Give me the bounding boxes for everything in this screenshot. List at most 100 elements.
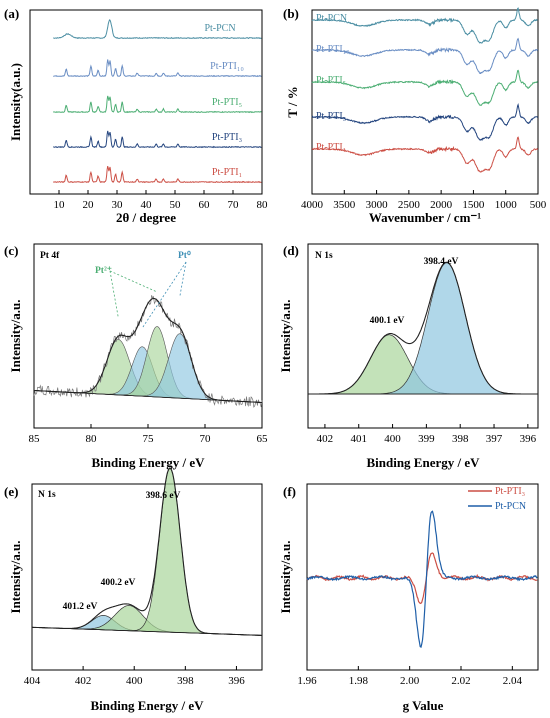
y-axis-label: T / % (285, 86, 300, 118)
tick-label: 397 (486, 433, 503, 445)
x-ticks: 10 20 30 40 50 60 70 80 (54, 190, 269, 211)
y-axis-label: Intensity/a.u. (278, 541, 293, 614)
annotation-pt0: Pt⁰ (178, 250, 191, 261)
tick-label: 2500 (398, 199, 421, 211)
tick-label: 70 (228, 199, 240, 211)
series-label: Pt-PTI₁ (316, 142, 346, 153)
panel-label: (e) (4, 484, 18, 499)
epr-curves (306, 510, 538, 649)
annotation-line (141, 261, 187, 329)
plot-frame (311, 9, 539, 195)
x-axis-label: 2θ / degree (116, 210, 176, 225)
legend-label: Pt-PCN (495, 501, 526, 512)
tick-label: 400 (384, 433, 401, 445)
ftir-curves (311, 7, 539, 173)
tick-label: 500 (530, 199, 547, 211)
baseline (33, 390, 263, 403)
component-peak (308, 262, 538, 395)
annotation-line (179, 261, 187, 297)
tick-label: 60 (199, 199, 211, 211)
y-axis-label: Intensity/a.u. (278, 300, 293, 373)
annotation-line (109, 270, 119, 319)
series-line (53, 59, 262, 78)
x-axis-label: Binding Energy / eV (91, 455, 205, 470)
peak-label: 398.6 eV (146, 491, 181, 501)
panel-c: (c) Pt 4f Pt²⁺ Pt⁰ 85 80 75 70 65 Binding En… (4, 243, 268, 470)
tick-label: 2.00 (400, 675, 420, 687)
xps-fit (308, 261, 538, 395)
series-line (311, 7, 538, 44)
panel-label: (f) (283, 484, 296, 499)
xps-fit (33, 295, 263, 408)
panel-d: (d) N 1s 400.1 eV 398.4 eV 402 401 400 399 3… (278, 243, 539, 470)
x-ticks: 402 401 400 399 398 397 396 (317, 424, 537, 445)
series-label: Pt-PTI₃ (212, 132, 242, 143)
tick-label: 396 (228, 675, 245, 687)
tick-label: 396 (520, 433, 537, 445)
tick-label: 85 (29, 433, 41, 445)
tick-label: 401 (350, 433, 367, 445)
tick-label: 1500 (462, 199, 485, 211)
series-label: Pt-PTI₅ (212, 97, 242, 108)
panel-f: (f) Pt-PTI₃ Pt-PCN 1.96 1.98 2.00 2.02 2.04 … (278, 483, 539, 713)
series-label: Pt-PTI₃ (316, 111, 346, 122)
series-line (52, 165, 262, 184)
tick-label: 402 (317, 433, 334, 445)
tick-label: 402 (75, 675, 92, 687)
panel-b: (b) Pt-PCN Pt-PTI₁₀ Pt-PTI₅ Pt-PTI₃ Pt-P… (283, 6, 547, 225)
panel-a: (a) Pt-PCN Pt-PTI₁₀ Pt-PTI₅ Pt-PTI₃ Pt-P… (4, 6, 268, 225)
annotation-pt2: Pt²⁺ (95, 266, 112, 276)
series-line (52, 95, 262, 114)
tick-label: 10 (54, 199, 66, 211)
series-line (311, 69, 538, 106)
y-axis-label: Intensity/a.u. (8, 300, 23, 373)
tick-label: 1000 (495, 199, 518, 211)
x-axis-label: Binding Energy / eV (90, 698, 204, 713)
x-axis-label: g Value (403, 698, 444, 713)
tick-label: 70 (200, 433, 212, 445)
tick-label: 3500 (333, 199, 356, 211)
series-label: Pt-PCN (316, 13, 347, 24)
x-ticks: 4000 3500 3000 2500 2000 1500 1000 500 (301, 190, 547, 211)
region-label: N 1s (315, 251, 333, 261)
tick-label: 2.02 (451, 675, 470, 687)
series-label: Pt-PCN (204, 23, 235, 34)
panel-e: (e) N 1s 401.2 eV 400.2 eV 398.6 eV 404 4… (4, 467, 263, 713)
legend-label: Pt-PTI₃ (495, 486, 525, 497)
x-axis-label: Wavenumber / cm⁻¹ (369, 210, 481, 225)
panel-label: (c) (4, 243, 18, 258)
series-label: Pt-PTI₁ (212, 167, 242, 178)
series-line (306, 510, 538, 649)
tick-label: 80 (86, 433, 98, 445)
tick-label: 4000 (301, 199, 324, 211)
x-ticks: 1.96 1.98 2.00 2.02 2.04 (297, 666, 522, 687)
plot-frame (306, 483, 539, 671)
fit-envelope (308, 261, 538, 395)
series-line (53, 19, 262, 40)
series-line (311, 102, 539, 142)
plot-frame (307, 243, 539, 429)
tick-label: 2.04 (503, 675, 523, 687)
region-label: N 1s (38, 490, 56, 500)
series-line (52, 130, 262, 149)
tick-label: 80 (257, 199, 269, 211)
series-label: Pt-PTI₁₀ (316, 44, 350, 55)
series-label: Pt-PTI₅ (316, 75, 346, 86)
peak-label: 400.2 eV (101, 578, 136, 588)
tick-label: 398 (452, 433, 469, 445)
peak-label: 398.4 eV (424, 257, 459, 267)
y-axis-label: Intensity/a.u. (8, 541, 23, 614)
series-line (311, 37, 539, 74)
tick-label: 2000 (430, 199, 453, 211)
x-axis-label: Binding Energy / eV (366, 455, 480, 470)
tick-label: 399 (418, 433, 435, 445)
annotation-line (109, 270, 158, 293)
xrd-curves (52, 19, 262, 184)
tick-label: 40 (141, 199, 153, 211)
series-label: Pt-PTI₁₀ (210, 61, 244, 72)
baseline (31, 626, 263, 636)
tick-label: 1.98 (349, 675, 369, 687)
panel-label: (a) (4, 6, 19, 21)
tick-label: 3000 (366, 199, 389, 211)
